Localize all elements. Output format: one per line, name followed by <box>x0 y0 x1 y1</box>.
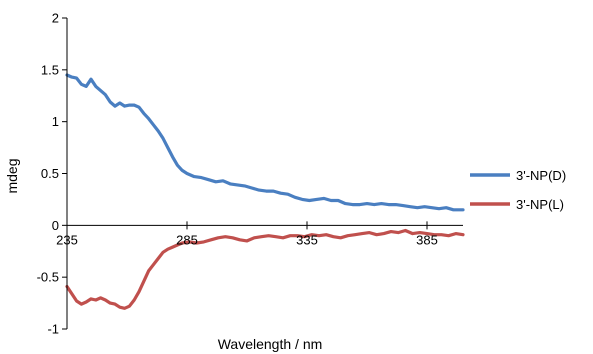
y-tick-label: -0.5 <box>37 270 59 285</box>
legend-label-3np-l: 3'-NP(L) <box>516 197 564 212</box>
series-line-0 <box>65 73 465 212</box>
legend: 3'-NP(D) 3'-NP(L) <box>470 168 566 212</box>
y-tick-label: 2 <box>52 11 59 26</box>
y-tick-label: 1.5 <box>41 62 59 77</box>
series-line-1 <box>65 228 465 310</box>
x-tick-label: 385 <box>416 232 438 247</box>
y-axis-title: mdeg <box>4 158 20 193</box>
tick-labels-group: 2 1.5 1 0.5 0 -0.5 -1 235 285 335 385 <box>37 11 438 337</box>
x-tick-label: 335 <box>296 232 318 247</box>
axes-group <box>62 17 463 330</box>
plot-series-group <box>65 73 465 310</box>
y-tick-label: 0 <box>52 218 59 233</box>
x-tick-label: 285 <box>176 232 198 247</box>
x-tick-label: 235 <box>56 232 78 247</box>
y-tick-label: -1 <box>47 322 59 337</box>
y-tick-label: 1 <box>52 114 59 129</box>
y-tick-label: 0.5 <box>41 166 59 181</box>
legend-label-3np-d: 3'-NP(D) <box>516 168 566 183</box>
x-axis-title: Wavelength / nm <box>218 336 323 352</box>
